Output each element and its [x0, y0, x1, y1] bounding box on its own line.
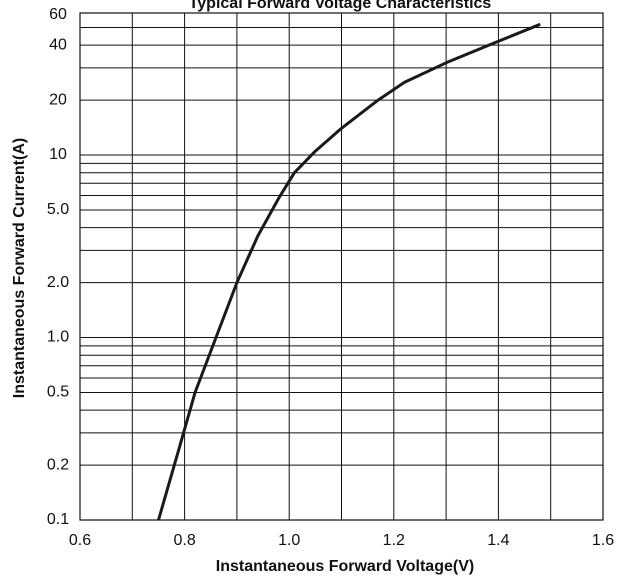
- x-tick-label: 1.4: [487, 532, 509, 549]
- y-tick-label: 20: [49, 91, 67, 108]
- y-tick-label: 10: [49, 146, 67, 163]
- x-tick-label: 0.6: [69, 532, 91, 549]
- x-tick-label: 1.2: [383, 532, 405, 549]
- tick-labels: 0.6 0.8 1.0 1.2 1.4 1.6 0.1 0.2 0.5 1.0 2.0 5.0 10 20…: [47, 6, 614, 549]
- x-tick-label: 1.0: [278, 532, 300, 549]
- x-tick-label: 0.8: [173, 532, 195, 549]
- y-axis-title: Instantaneous Forward Current(A): [11, 138, 28, 398]
- series-layer: [157, 22, 541, 521]
- x-tick-label: 1.6: [592, 532, 614, 549]
- grid: [79, 12, 604, 521]
- y-tick-label: 2.0: [47, 274, 69, 291]
- y-tick-label: 40: [49, 36, 67, 53]
- y-tick-label: 60: [49, 6, 67, 23]
- y-tick-label: 0.2: [47, 456, 69, 473]
- y-tick-label: 1.0: [47, 329, 69, 346]
- y-tick-label: 0.1: [47, 511, 69, 528]
- y-tick-label: 0.5: [47, 384, 69, 401]
- series-line: [157, 22, 541, 521]
- plot-frame: [79, 12, 604, 521]
- y-tick-label: 5.0: [47, 201, 69, 218]
- chart-title: Typical Forward Voltage Characteristics: [189, 0, 492, 12]
- x-axis-title: Instantaneous Forward Voltage(V): [216, 558, 474, 575]
